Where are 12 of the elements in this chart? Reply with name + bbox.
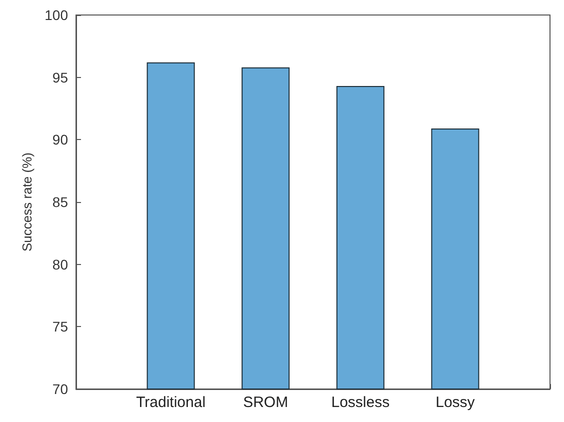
y-tick-label: 80 [52,256,68,272]
y-tick-label: 100 [44,7,68,23]
x-tick-label: Traditional [136,394,206,411]
y-tick-label: 75 [52,318,68,335]
x-tick-label: Lossy [436,394,476,411]
y-tick-label: 85 [52,194,68,210]
y-tick-label: 70 [52,381,68,397]
x-tick-label: Lossless [331,394,390,411]
y-tick-label: 90 [52,132,68,148]
y-tick-label: 95 [52,69,68,86]
x-tick-label: SROM [243,394,288,411]
y-axis-title: Success rate (%) [20,152,35,252]
